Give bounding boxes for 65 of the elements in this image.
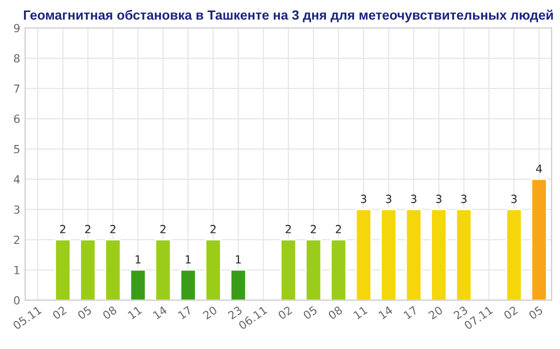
bar — [204, 238, 222, 300]
x-tick-label: 11 — [128, 306, 142, 320]
bar — [54, 238, 72, 300]
y-tick-label: 7 — [14, 84, 20, 93]
bar — [180, 269, 196, 300]
bar — [506, 208, 522, 300]
y-tick-label: 8 — [14, 54, 20, 63]
bar — [104, 238, 122, 300]
x-tick-label: 14 — [152, 306, 168, 320]
y-tick-label: 0 — [14, 296, 20, 305]
y-tick-label: 2 — [14, 236, 20, 244]
data-label: 2 — [336, 224, 341, 234]
y-tick-label: 4 — [14, 175, 20, 184]
x-tick-label: 05 — [528, 306, 544, 320]
bar — [330, 238, 347, 300]
data-label: 2 — [286, 224, 291, 234]
x-tick-label: 20 — [202, 306, 218, 320]
data-label: 3 — [461, 194, 467, 204]
data-label: 3 — [436, 194, 442, 204]
data-label: 3 — [386, 194, 392, 204]
data-label: 2 — [210, 224, 216, 234]
x-tick-label: 23 — [227, 306, 242, 320]
data-label: 1 — [136, 255, 141, 264]
data-label: 1 — [186, 255, 191, 264]
x-tick-label: 17 — [403, 306, 418, 320]
chart-title: Геомагнитная обстановка в Ташкенте на 3 дня для метеочувствительных людей — [24, 10, 553, 22]
bar — [130, 269, 146, 300]
x-tick-label: 14 — [378, 306, 393, 320]
data-label: 3 — [411, 194, 416, 204]
x-tick-label: 23 — [453, 306, 468, 320]
y-tick-label: 1 — [14, 266, 20, 274]
x-tick-label: 02 — [278, 306, 292, 320]
x-tick-label: 08 — [102, 306, 118, 320]
data-label: 2 — [310, 224, 316, 234]
x-tick-label: 11 — [353, 306, 368, 320]
bar — [280, 238, 297, 300]
data-label: 1 — [236, 255, 241, 264]
bar — [305, 238, 322, 300]
x-tick-label: 02 — [503, 306, 518, 320]
x-tick-label: 02 — [52, 306, 67, 320]
x-tick-label: 20 — [428, 306, 444, 320]
data-label: 3 — [511, 194, 517, 204]
bar — [530, 178, 548, 300]
bar — [355, 208, 372, 300]
bar — [80, 238, 96, 300]
y-tick-label: 5 — [14, 145, 20, 154]
bar — [430, 208, 448, 300]
bar — [380, 208, 397, 300]
y-tick-label: 3 — [14, 205, 20, 214]
data-label: 3 — [360, 194, 366, 204]
x-tick-label: 08 — [328, 306, 343, 320]
data-label: 2 — [110, 224, 116, 234]
x-tick-label: 17 — [178, 306, 192, 320]
data-label: 2 — [60, 224, 66, 234]
bar — [406, 208, 422, 300]
data-label: 4 — [536, 164, 542, 173]
x-tick-label: 05 — [76, 306, 92, 320]
bar — [154, 238, 172, 300]
y-tick-label: 6 — [14, 114, 20, 124]
x-tick-label: 05 — [302, 306, 318, 320]
bar — [456, 208, 472, 300]
data-label: 2 — [160, 224, 166, 234]
y-tick-label: 9 — [14, 24, 20, 32]
bar — [230, 269, 246, 300]
data-label: 2 — [85, 224, 90, 234]
